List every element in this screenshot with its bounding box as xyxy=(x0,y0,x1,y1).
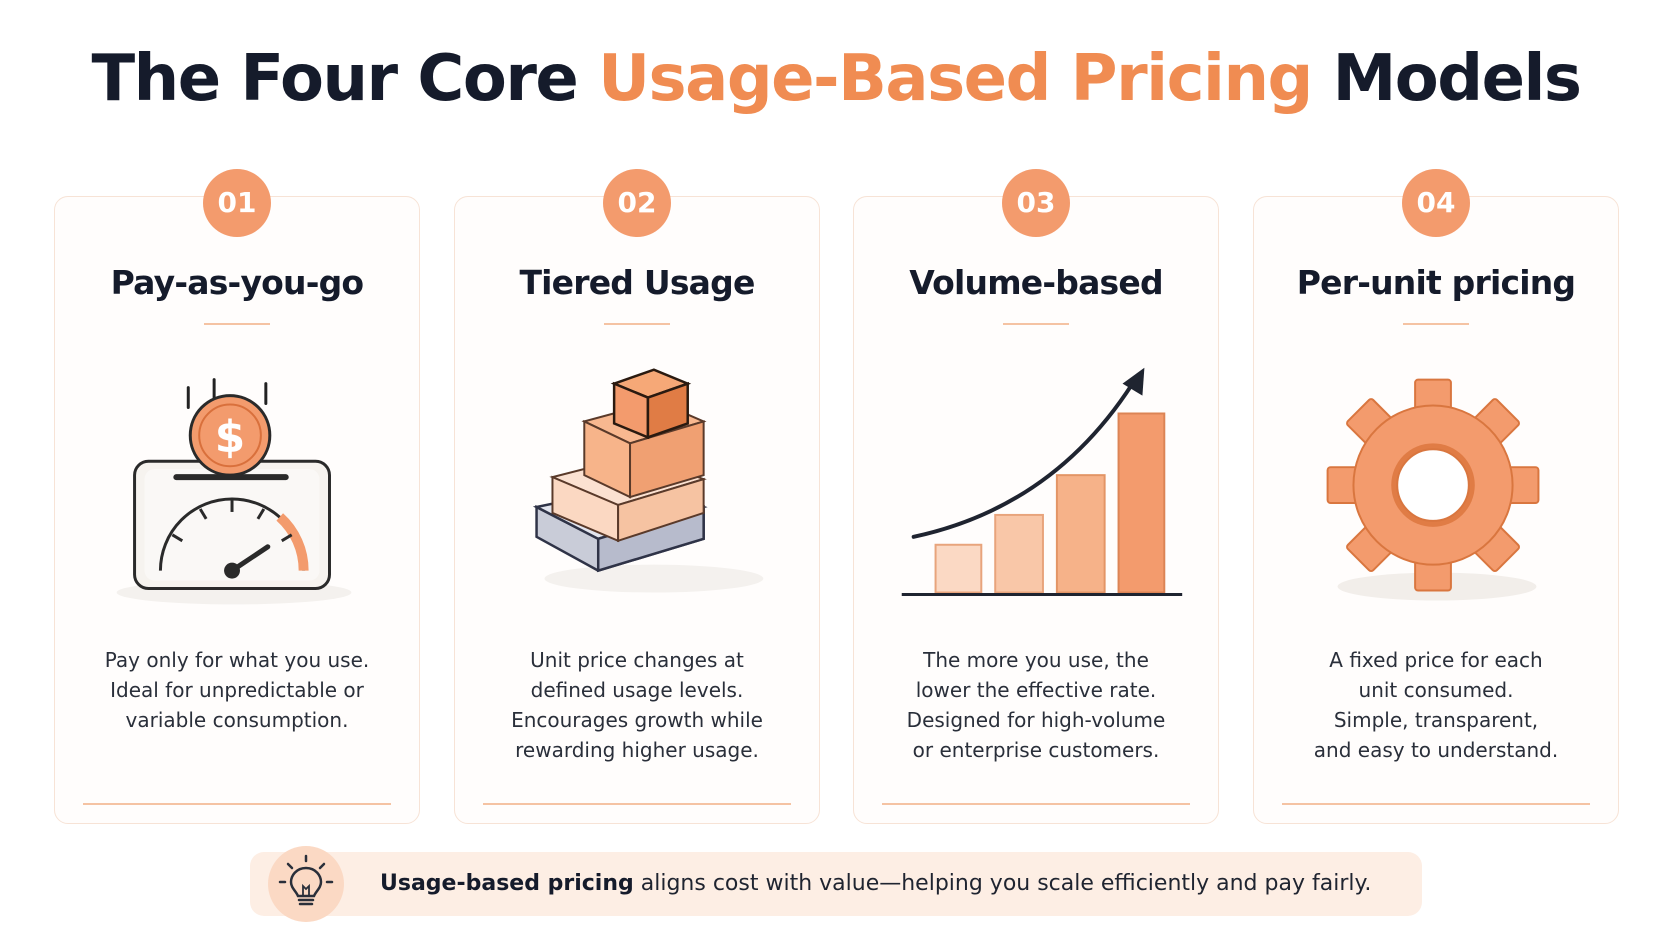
description-line: unit consumed. xyxy=(1358,678,1514,702)
description-line: variable consumption. xyxy=(125,708,349,732)
card-description: Pay only for what you use. Ideal for unp… xyxy=(75,645,399,735)
description-line: defined usage levels. xyxy=(530,678,744,702)
card-bottom-divider xyxy=(483,803,791,805)
card-tiered-usage: 02 Tiered Usage Unit price changes at de… xyxy=(454,169,820,824)
description-line: and easy to understand. xyxy=(1313,738,1559,762)
card-number-badge: 01 xyxy=(203,169,271,237)
card-number-badge: 03 xyxy=(1002,169,1070,237)
summary-banner: Usage-based pricing aligns cost with val… xyxy=(250,846,1422,922)
lightbulb-icon xyxy=(268,846,344,922)
card-per-unit-pricing: 04 Per-unit pricing xyxy=(1253,169,1619,824)
description-line: Ideal for unpredictable or xyxy=(110,678,364,702)
title-accent: Usage-Based Pricing xyxy=(598,42,1313,116)
card-pay-as-you-go: 01 Pay-as-you-go $ Pay only for what you xyxy=(54,169,420,824)
description-line: or enterprise customers. xyxy=(912,738,1160,762)
title-divider xyxy=(1003,323,1069,325)
title-part-2: Models xyxy=(1311,42,1582,116)
card-title: Volume-based xyxy=(909,263,1163,302)
description-line: Pay only for what you use. xyxy=(104,648,370,672)
card-volume-based: 03 Volume-based The more you use, the lo… xyxy=(853,169,1219,824)
card-bottom-divider xyxy=(882,803,1190,805)
page-title: The Four Core Usage-Based Pricing Models xyxy=(0,42,1672,116)
card-number-badge: 02 xyxy=(603,169,671,237)
card-bottom-divider xyxy=(83,803,391,805)
card-title: Pay-as-you-go xyxy=(110,263,364,302)
card-bottom-divider xyxy=(1282,803,1590,805)
description-line: The more you use, the xyxy=(923,648,1149,672)
card-description: A fixed price for each unit consumed. Si… xyxy=(1274,645,1598,765)
card-number-badge: 04 xyxy=(1402,169,1470,237)
title-divider xyxy=(604,323,670,325)
title-part-1: The Four Core xyxy=(91,42,599,116)
title-divider xyxy=(1403,323,1469,325)
stacked-blocks-icon xyxy=(455,357,819,647)
gear-icon xyxy=(1254,357,1618,647)
meter-coin-icon: $ xyxy=(55,357,419,647)
description-line: Designed for high-volume xyxy=(906,708,1166,732)
rising-bars-icon xyxy=(854,357,1218,647)
card-description: The more you use, the lower the effectiv… xyxy=(874,645,1198,765)
description-line: A fixed price for each xyxy=(1329,648,1543,672)
summary-bold: Usage-based pricing xyxy=(380,871,634,896)
description-line: Encourages growth while xyxy=(511,708,763,732)
description-line: Unit price changes at xyxy=(530,648,744,672)
card-title: Per-unit pricing xyxy=(1296,263,1576,302)
description-line: rewarding higher usage. xyxy=(515,738,759,762)
svg-text:$: $ xyxy=(215,411,245,462)
summary-text: Usage-based pricing aligns cost with val… xyxy=(380,852,1371,916)
title-divider xyxy=(204,323,270,325)
card-description: Unit price changes at defined usage leve… xyxy=(475,645,799,765)
card-title: Tiered Usage xyxy=(519,263,755,302)
description-line: Simple, transparent, xyxy=(1333,708,1539,732)
summary-rest: aligns cost with value—helping you scale… xyxy=(633,871,1372,896)
description-line: lower the effective rate. xyxy=(915,678,1157,702)
